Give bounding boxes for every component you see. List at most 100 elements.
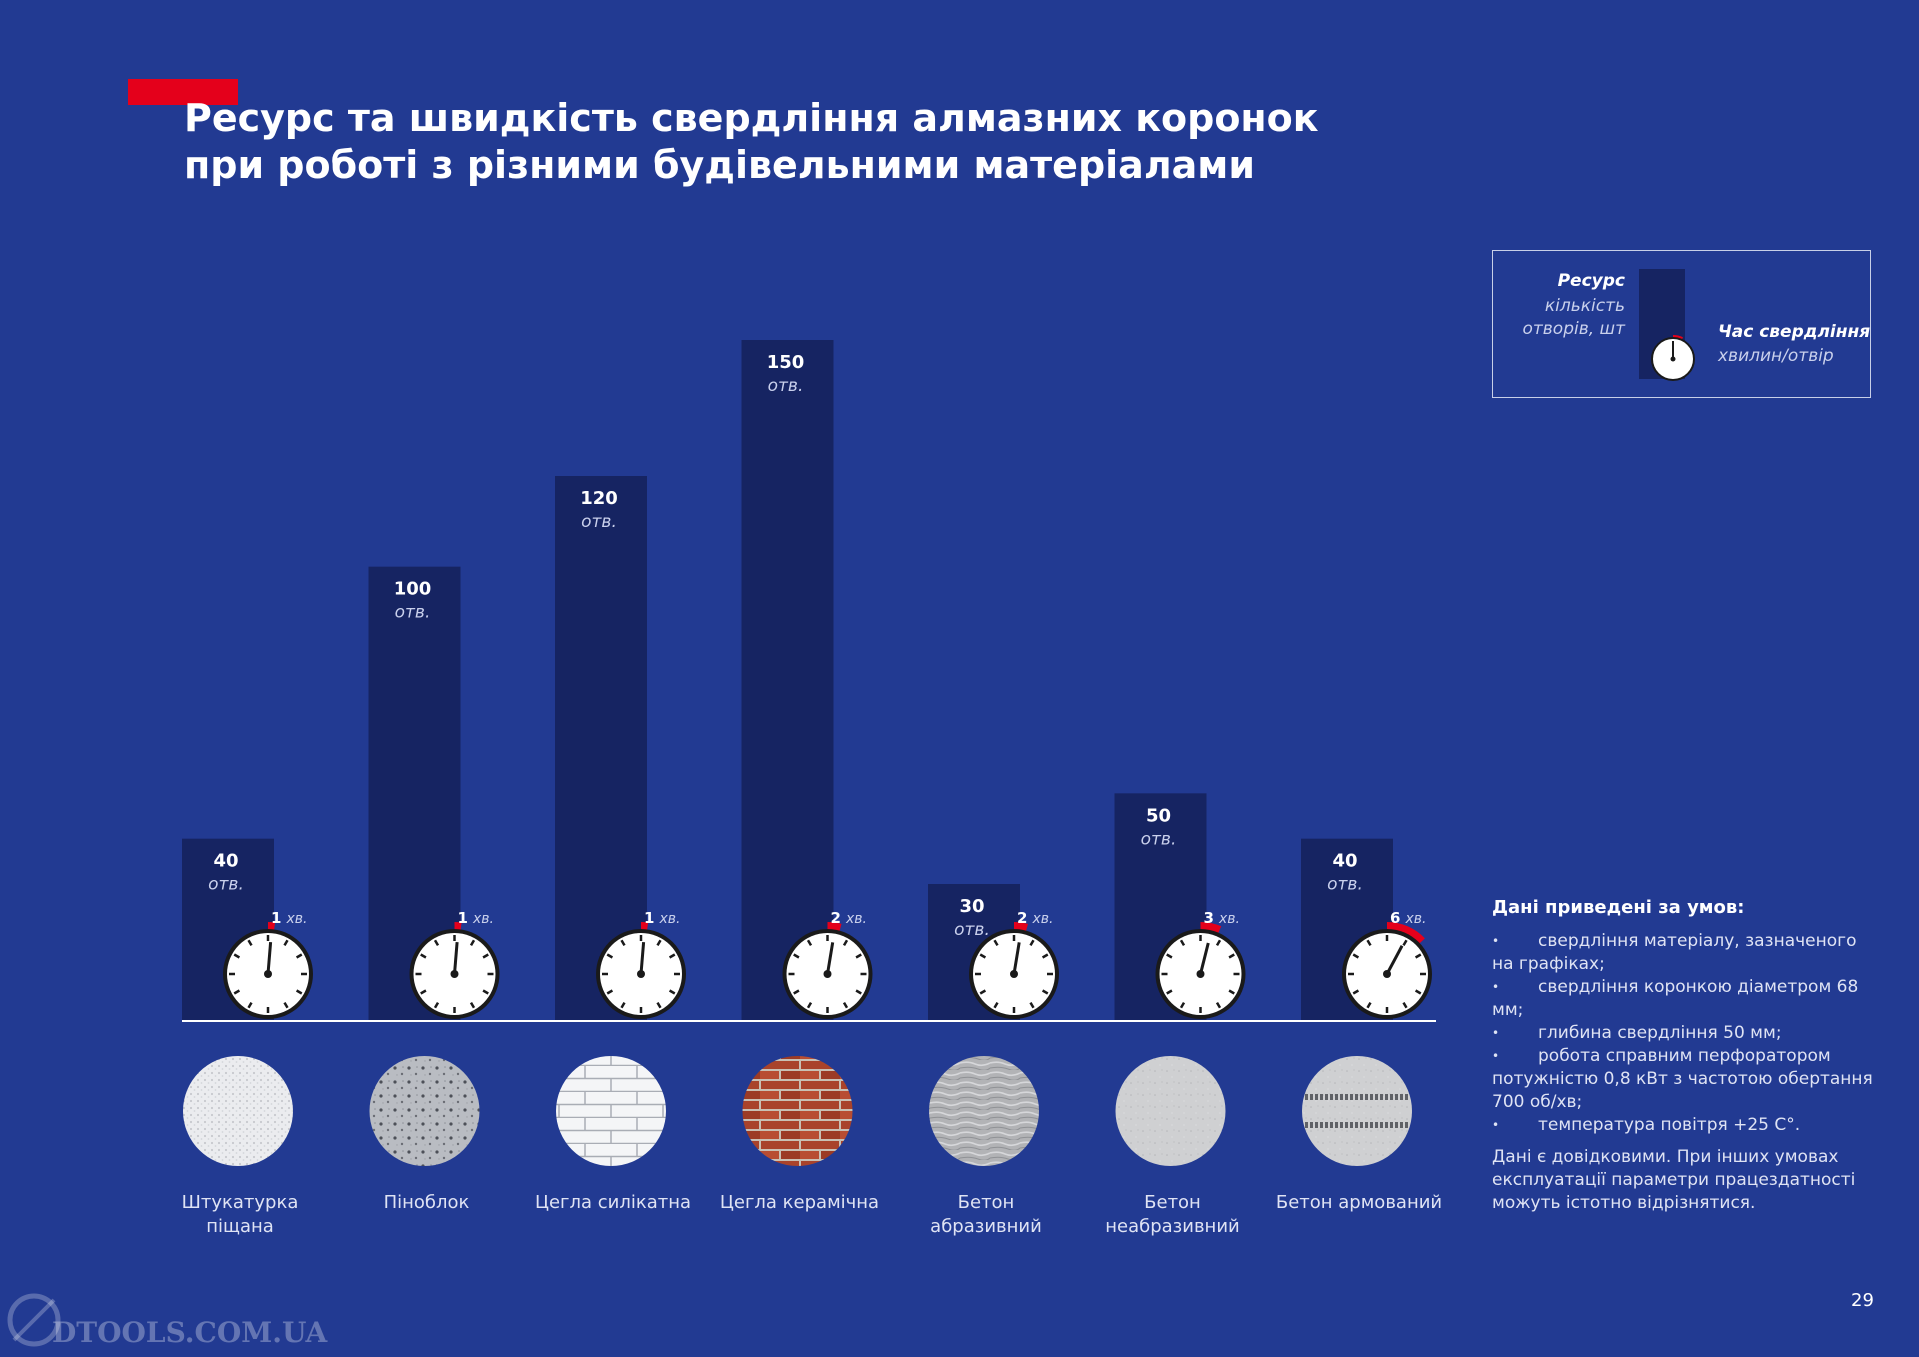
clock-center bbox=[1196, 970, 1205, 978]
bar-group: 40 отв. 1 хв. Штукатурка піщана bbox=[182, 838, 313, 1237]
time-label: 2 хв. bbox=[831, 909, 867, 927]
clock-tick bbox=[620, 1001, 626, 1009]
clock-tick bbox=[1215, 939, 1222, 947]
clock-tick bbox=[247, 1001, 253, 1009]
clock-tick bbox=[1352, 989, 1360, 995]
time-unit: хв. bbox=[472, 911, 494, 927]
clock-tick bbox=[1029, 1001, 1035, 1009]
clock-tick bbox=[793, 953, 800, 959]
time-unit: хв. bbox=[1218, 911, 1240, 927]
time-label: 1 хв. bbox=[644, 909, 680, 927]
abrasive-concrete-texture-icon bbox=[929, 1056, 1039, 1166]
bar-group: 30 отв. 2 хв. Бетон абразивний bbox=[928, 884, 1059, 1237]
clock-tick bbox=[1402, 939, 1408, 947]
clock-tick bbox=[1414, 953, 1422, 959]
conditions-note: Дані є довідковими. При інших умовах екс… bbox=[1492, 1147, 1856, 1213]
category-label: абразивний bbox=[930, 1216, 1042, 1237]
clock-tick bbox=[993, 939, 999, 947]
clock-tick bbox=[606, 953, 614, 959]
clock-tick bbox=[469, 1001, 476, 1009]
clock-tick bbox=[1352, 953, 1360, 959]
clock-tick bbox=[233, 989, 241, 995]
legend-resource-title: Ресурс bbox=[1557, 271, 1625, 291]
clock-tick bbox=[433, 939, 440, 947]
chart-legend: Ресурс кількість отворів, шт Час свердлі… bbox=[1492, 250, 1871, 398]
clock-tick bbox=[656, 1001, 662, 1009]
clock-hand bbox=[453, 941, 459, 975]
bar bbox=[741, 340, 834, 1020]
time-unit: хв. bbox=[1031, 911, 1053, 927]
clock-tick bbox=[1041, 953, 1049, 959]
clock-icon bbox=[782, 921, 873, 1019]
category-label: піщана bbox=[206, 1216, 274, 1237]
clock-tick bbox=[420, 953, 427, 959]
bar-value-label: 150 bbox=[767, 352, 805, 373]
clock-tick bbox=[1179, 1001, 1186, 1009]
plaster-texture-icon bbox=[183, 1056, 293, 1166]
title-line-2: при роботі з різними будівельними матері… bbox=[184, 143, 1255, 187]
bar-group: 40 отв. 6 хв. Бетон армований bbox=[1276, 838, 1442, 1213]
time-label: 2 хв. bbox=[1017, 909, 1053, 927]
clock-tick bbox=[1029, 939, 1035, 947]
clock-tick bbox=[433, 1001, 440, 1009]
clock-hand bbox=[1012, 942, 1021, 975]
category-label: Цегла керамічна bbox=[720, 1192, 879, 1213]
clock-tick bbox=[482, 953, 489, 959]
category-label: неабразивний bbox=[1105, 1216, 1239, 1237]
clock-tick bbox=[1228, 989, 1235, 995]
time-unit: хв. bbox=[1404, 911, 1426, 927]
clock-icon bbox=[223, 922, 313, 1019]
clock-tick bbox=[295, 953, 303, 959]
page-number: 29 bbox=[1851, 1290, 1874, 1311]
clock-tick bbox=[842, 939, 849, 947]
legend-resource-sub-line-2: отворів, шт bbox=[1522, 319, 1625, 339]
clock-tick bbox=[793, 989, 800, 995]
bar-unit-label: отв. bbox=[208, 875, 244, 895]
category-label: Штукатурка bbox=[182, 1192, 299, 1213]
time-unit: хв. bbox=[845, 911, 867, 927]
category-label: Піноблок bbox=[384, 1192, 470, 1213]
clock-tick bbox=[247, 939, 253, 947]
clock-tick bbox=[283, 939, 289, 947]
time-value: 1 bbox=[271, 909, 281, 927]
clock-tick bbox=[1228, 953, 1235, 959]
clock-tick bbox=[482, 989, 489, 995]
clock-tick bbox=[1166, 989, 1173, 995]
clock-tick bbox=[1166, 953, 1173, 959]
time-value: 6 bbox=[1390, 909, 1400, 927]
legend-clock-icon bbox=[1651, 335, 1695, 381]
time-label: 6 хв. bbox=[1390, 909, 1426, 927]
clock-tick bbox=[420, 989, 427, 995]
legend-resource-sub-line-1: кількість bbox=[1544, 296, 1625, 316]
clock-center bbox=[450, 970, 459, 978]
clock-tick bbox=[1179, 939, 1186, 947]
legend-resource-subtitle: кількість отворів, шт bbox=[1465, 295, 1625, 341]
clock-center bbox=[637, 970, 645, 978]
clock-tick bbox=[295, 989, 303, 995]
bar-unit-label: отв. bbox=[954, 920, 990, 940]
condition-item: температура повітря +25 С°. bbox=[1492, 1114, 1882, 1137]
clock-tick bbox=[469, 939, 476, 947]
reinforced-concrete-texture-icon bbox=[1302, 1056, 1412, 1166]
clock-tick bbox=[1041, 989, 1049, 995]
clock-center bbox=[823, 970, 832, 978]
time-label: 1 хв. bbox=[271, 909, 307, 927]
clock-icon bbox=[969, 921, 1059, 1019]
clock-tick bbox=[1402, 1001, 1408, 1009]
clock-tick bbox=[1414, 989, 1422, 995]
bar-value-label: 40 bbox=[213, 851, 238, 872]
bar-value-label: 30 bbox=[959, 896, 984, 917]
clock-tick bbox=[806, 1001, 813, 1009]
clock-hand bbox=[1385, 945, 1404, 975]
clock-tick bbox=[668, 953, 676, 959]
clock-tick bbox=[233, 953, 241, 959]
category-label: Цегла силікатна bbox=[535, 1192, 691, 1213]
condition-item: свердління коронкою діаметром 68 мм; bbox=[1492, 976, 1882, 1022]
clock-tick bbox=[806, 939, 813, 947]
page-title: Ресурс та швидкість свердління алмазних … bbox=[184, 95, 1319, 189]
silicate-brick-texture-icon bbox=[556, 1056, 666, 1166]
clock-tick bbox=[993, 1001, 999, 1009]
legend-time-title: Час свердління bbox=[1718, 322, 1871, 342]
clock-icon bbox=[596, 922, 686, 1019]
